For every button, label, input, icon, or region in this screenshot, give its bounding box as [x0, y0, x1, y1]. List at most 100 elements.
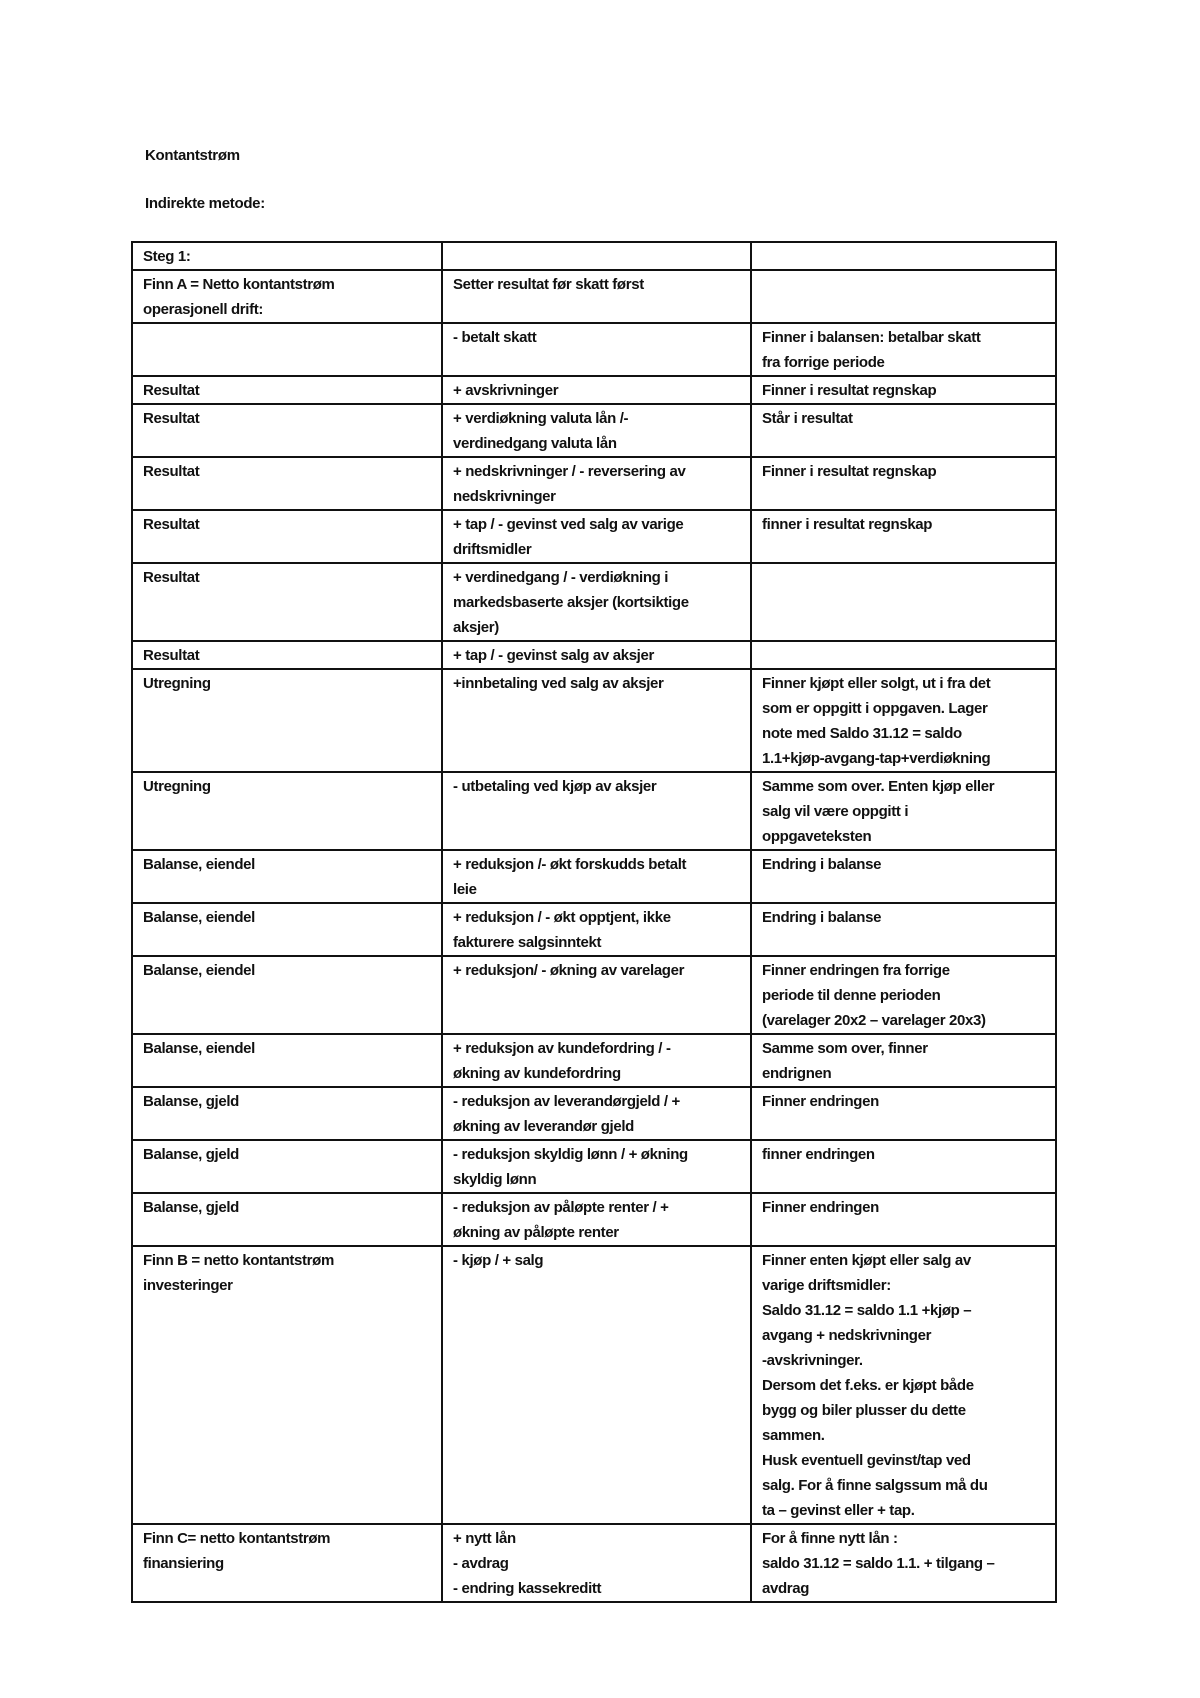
cell-text-line: - reduksjon skyldig lønn / + økning — [453, 1146, 688, 1163]
cell-text-line: + tap / - gevinst ved salg av varige — [453, 516, 684, 533]
category-cell: Steg 1: — [131, 241, 443, 271]
table-row: Resultat + tap / - gevinst salg av aksjer — [131, 640, 1057, 670]
item-cell: +innbetaling ved salg av aksjer — [441, 668, 752, 773]
cell-text-line: + verdinedgang / - verdiøkning i — [453, 569, 669, 586]
cell-text-line: (varelager 20x2 – varelager 20x3) — [762, 1012, 986, 1029]
item-cell: - betalt skatt — [441, 322, 752, 377]
category-cell — [131, 322, 443, 377]
category-cell: Balanse, gjeld — [131, 1139, 443, 1194]
cell-text-line: Finn C= netto kontantstrøm — [143, 1530, 331, 1547]
table-row: - betalt skatt Finner i balansen: betalba… — [131, 322, 1057, 377]
item-cell: - reduksjon skyldig lønn / + økning skyld… — [441, 1139, 752, 1194]
category-cell: Resultat — [131, 403, 443, 458]
cell-text-line: finner i resultat regnskap — [762, 516, 933, 533]
cell-text-line: Resultat — [143, 410, 200, 427]
table-row: Balanse, gjeld - reduksjon av leverandørg… — [131, 1086, 1057, 1141]
category-cell: Balanse, eiendel — [131, 849, 443, 904]
cell-text-line: Balanse, gjeld — [143, 1093, 239, 1110]
cell-text-line: Finner i balansen: betalbar skatt — [762, 329, 981, 346]
category-cell: Resultat — [131, 375, 443, 405]
category-cell: Balanse, gjeld — [131, 1192, 443, 1247]
note-cell: Endring i balanse — [750, 849, 1057, 904]
cell-text-line: oppgaveteksten — [762, 828, 872, 845]
cell-text-line: fakturere salgsinntekt — [453, 934, 602, 951]
cell-text-line: Balanse, eiendel — [143, 856, 255, 873]
note-cell: Finner endringen — [750, 1086, 1057, 1141]
note-cell: Finner kjøpt eller solgt, ut i fra det so… — [750, 668, 1057, 773]
cell-text-line: Finner i resultat regnskap — [762, 463, 937, 480]
cell-text-line: +innbetaling ved salg av aksjer — [453, 675, 664, 692]
note-cell — [750, 269, 1057, 324]
cell-text-line: Resultat — [143, 516, 200, 533]
item-cell: + reduksjon /- økt forskudds betalt leie — [441, 849, 752, 904]
table-row: Balanse, eiendel + reduksjon / - økt oppt… — [131, 902, 1057, 957]
item-cell: + verdinedgang / - verdiøkning i markedsb… — [441, 562, 752, 642]
category-cell: Finn A = Netto kontantstrøm operasjonell … — [131, 269, 443, 324]
table-row: Balanse, eiendel + reduksjon/ - økning av… — [131, 955, 1057, 1035]
note-cell: finner endringen — [750, 1139, 1057, 1194]
cell-text-line: Balanse, gjeld — [143, 1199, 239, 1216]
table-row: Balanse, gjeld - reduksjon av påløpte ren… — [131, 1192, 1057, 1247]
category-cell: Balanse, eiendel — [131, 1033, 443, 1088]
item-cell: + reduksjon/ - økning av varelager — [441, 955, 752, 1035]
cell-text-line: økning av leverandør gjeld — [453, 1118, 634, 1135]
cell-text-line: verdinedgang valuta lån — [453, 435, 617, 452]
cell-text-line: salg vil være oppgitt i — [762, 803, 909, 820]
table-row: Resultat + tap / - gevinst ved salg av va… — [131, 509, 1057, 564]
cell-text-line: bygg og biler plusser du dette — [762, 1402, 966, 1419]
category-cell: Balanse, gjeld — [131, 1086, 443, 1141]
cell-text-line: note med Saldo 31.12 = saldo — [762, 725, 962, 742]
cell-text-line: Finner endringen — [762, 1199, 879, 1216]
cell-text-line: Steg 1: — [143, 248, 191, 265]
item-cell: - reduksjon av påløpte renter / + økning … — [441, 1192, 752, 1247]
cell-text-line: markedsbaserte aksjer (kortsiktige — [453, 594, 689, 611]
cell-text-line: endrignen — [762, 1065, 832, 1082]
note-cell: Finner i resultat regnskap — [750, 456, 1057, 511]
note-cell: For å finne nytt lån : saldo 31.12 = sald… — [750, 1523, 1057, 1603]
table-row: Utregning +innbetaling ved salg av aksjer… — [131, 668, 1057, 773]
cell-text-line: Dersom det f.eks. er kjøpt både — [762, 1377, 974, 1394]
category-cell: Balanse, eiendel — [131, 902, 443, 957]
table-row: Finn A = Netto kontantstrøm operasjonell … — [131, 269, 1057, 324]
cell-text-line: - avdrag — [453, 1555, 509, 1572]
cell-text-line: Balanse, eiendel — [143, 1040, 255, 1057]
cell-text-line: Finner kjøpt eller solgt, ut i fra det — [762, 675, 991, 692]
cell-text-line: + verdiøkning valuta lån /- — [453, 410, 629, 427]
note-cell: Finner endringen — [750, 1192, 1057, 1247]
table-row: Balanse, gjeld - reduksjon skyldig lønn /… — [131, 1139, 1057, 1194]
table-row: Resultat + avskrivninger Finner i resultat… — [131, 375, 1057, 405]
cell-text-line: Finn A = Netto kontantstrøm — [143, 276, 335, 293]
note-cell: Finner i resultat regnskap — [750, 375, 1057, 405]
cell-text-line: - endring kassekreditt — [453, 1580, 602, 1597]
cell-text-line: periode til denne perioden — [762, 987, 941, 1004]
category-cell: Utregning — [131, 668, 443, 773]
cell-text-line: + nytt lån — [453, 1530, 516, 1547]
cell-text-line: saldo 31.12 = saldo 1.1. + tilgang – — [762, 1555, 995, 1572]
cell-text-line: Husk eventuell gevinst/tap ved — [762, 1452, 971, 1469]
category-cell: Resultat — [131, 509, 443, 564]
cell-text-line: Resultat — [143, 647, 200, 664]
item-cell — [441, 241, 752, 271]
category-cell: Finn C= netto kontantstrøm finansiering — [131, 1523, 443, 1603]
cell-text-line: + avskrivninger — [453, 382, 559, 399]
table-row: Steg 1: — [131, 241, 1057, 271]
table-row: Resultat + verdiøkning valuta lån /- verdi… — [131, 403, 1057, 458]
cell-text-line: Finner i resultat regnskap — [762, 382, 937, 399]
cell-text-line: Samme som over, finner — [762, 1040, 928, 1057]
category-cell: Balanse, eiendel — [131, 955, 443, 1035]
note-cell — [750, 241, 1057, 271]
note-cell: Finner endringen fra forrige periode til … — [750, 955, 1057, 1035]
cell-text-line: leie — [453, 881, 477, 898]
table-row: Balanse, eiendel + reduksjon /- økt forsk… — [131, 849, 1057, 904]
cell-text-line: finansiering — [143, 1555, 224, 1572]
cell-text-line: nedskrivninger — [453, 488, 556, 505]
cell-text-line: Balanse, gjeld — [143, 1146, 239, 1163]
table-row: Resultat + nedskrivninger / - reversering… — [131, 456, 1057, 511]
item-cell: + reduksjon / - økt opptjent, ikke faktur… — [441, 902, 752, 957]
cell-text-line: + reduksjon / - økt opptjent, ikke — [453, 909, 671, 926]
item-cell: + verdiøkning valuta lån /- verdinedgang … — [441, 403, 752, 458]
item-cell: + tap / - gevinst ved salg av varige drif… — [441, 509, 752, 564]
cell-text-line: fra forrige periode — [762, 354, 885, 371]
cell-text-line: driftsmidler — [453, 541, 532, 558]
cell-text-line: Setter resultat før skatt først — [453, 276, 644, 293]
